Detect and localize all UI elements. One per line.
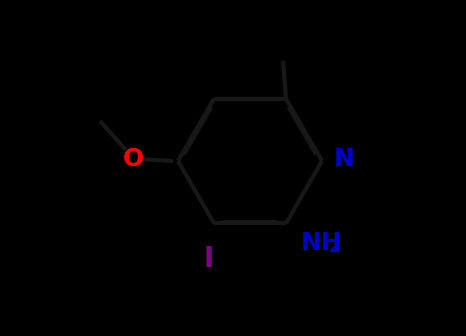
Text: O: O [123,147,144,171]
Text: N: N [334,147,355,171]
Text: 2: 2 [329,238,340,256]
Text: I: I [204,245,214,274]
Text: NH: NH [301,232,343,255]
